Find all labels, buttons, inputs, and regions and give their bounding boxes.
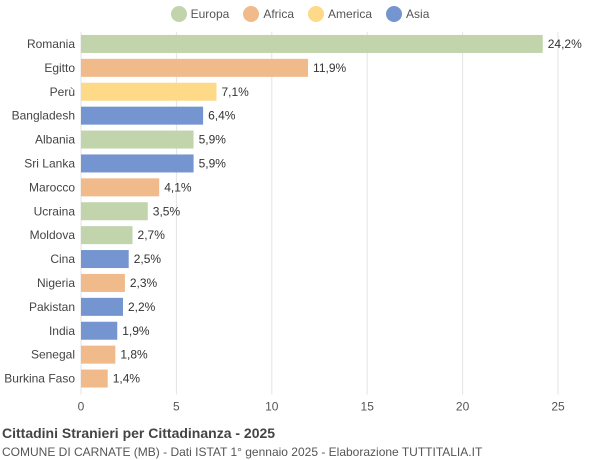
bar-sri-lanka [81,154,194,173]
category-label: Romania [27,37,75,51]
value-label: 6,4% [208,109,236,123]
bar-egitto [81,58,309,77]
category-label: Cina [50,252,75,266]
x-tick-label: 10 [265,400,279,414]
legend-swatch [170,6,187,22]
legend-item-africa: Africa [243,6,294,22]
bar-ucraina [81,202,148,221]
value-label: 5,9% [199,133,227,147]
chart-subtitle: COMUNE DI CARNATE (MB) - Dati ISTAT 1° g… [2,445,483,459]
category-label: Nigeria [37,276,75,290]
bar-pakistan [81,297,123,316]
bar-romania [81,34,543,53]
x-tick-label: 20 [456,400,470,414]
value-label: 2,2% [128,300,156,314]
category-label: Ucraina [34,204,76,218]
category-label: Burkina Faso [4,372,75,386]
category-label: Bangladesh [12,109,75,123]
category-label: Moldova [30,228,76,242]
value-label: 2,7% [138,228,166,242]
value-label: 1,4% [113,372,141,386]
category-label: Pakistan [29,300,75,314]
value-label: 3,5% [153,204,181,218]
bar-perù [81,82,217,101]
legend-label: Asia [406,7,430,21]
value-label: 1,9% [122,324,150,338]
value-label: 5,9% [199,156,227,170]
chart-legend: Europa Africa America Asia [0,6,600,22]
value-label: 2,3% [130,276,158,290]
legend-label: Africa [263,7,295,21]
legend-swatch [308,6,325,22]
bar-india [81,321,118,340]
x-tick-label: 25 [551,400,565,414]
category-label: Albania [35,133,75,147]
value-label: 7,1% [221,85,249,99]
category-label: Egitto [44,61,75,75]
bar-cina [81,250,129,269]
bar-bangladesh [81,106,204,125]
legend-item-america: America [308,6,372,22]
bar-burkina-faso [81,369,108,388]
legend-label: America [328,7,373,21]
x-tick-label: 15 [361,400,375,414]
legend-label: Europa [190,7,230,21]
x-tick-label: 5 [173,400,180,414]
legend-item-asia: Asia [386,6,429,22]
category-label: Perù [50,85,75,99]
bar-moldova [81,226,133,245]
bar-senegal [81,345,116,364]
value-label: 4,1% [164,180,192,194]
chart-title: Cittadini Stranieri per Cittadinanza - 2… [2,425,276,441]
bar-albania [81,130,194,149]
value-label: 2,5% [134,252,162,266]
x-tick-label: 0 [78,400,85,414]
category-label: India [49,324,75,338]
bar-chart: 0 5 10 15 20 25 Romania 24,2% Egitto 11,9% Perù 7,1… [4,32,582,414]
legend-swatch [243,6,260,22]
category-label: Senegal [31,348,75,362]
category-label: Sri Lanka [24,156,75,170]
bar-marocco [81,178,160,197]
value-label: 24,2% [548,37,582,51]
value-label: 1,8% [120,348,148,362]
legend-item-europa: Europa [170,6,230,22]
bar-nigeria [81,273,125,292]
legend-swatch [386,6,403,22]
category-label: Marocco [29,180,75,194]
value-label: 11,9% [313,61,346,75]
